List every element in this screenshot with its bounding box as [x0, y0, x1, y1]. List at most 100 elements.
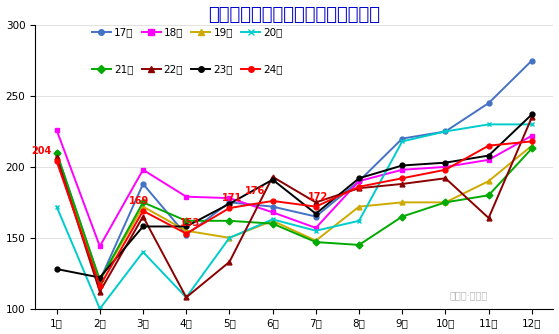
24年: [269, 199, 276, 203]
22年: [226, 260, 233, 264]
22年: [183, 295, 190, 299]
22年: [53, 155, 60, 159]
Line: 24年: 24年: [54, 139, 534, 289]
17年: [312, 214, 319, 218]
24年: [97, 284, 103, 288]
20年: [528, 122, 535, 126]
19年: [485, 179, 492, 183]
21年: [53, 151, 60, 155]
17年: [140, 182, 146, 186]
24年: [442, 168, 449, 172]
23年: [356, 176, 362, 180]
24年: [183, 231, 190, 235]
17年: [399, 137, 406, 141]
17年: [226, 200, 233, 204]
19年: [226, 236, 233, 240]
19年: [53, 155, 60, 159]
23年: [53, 267, 60, 271]
19年: [183, 229, 190, 233]
24年: [399, 176, 406, 180]
17年: [442, 130, 449, 134]
20年: [226, 236, 233, 240]
19年: [442, 200, 449, 204]
Line: 18年: 18年: [54, 128, 534, 249]
23年: [399, 164, 406, 168]
18年: [442, 165, 449, 169]
22年: [356, 186, 362, 190]
21年: [269, 222, 276, 226]
24年: [53, 159, 60, 163]
20年: [442, 130, 449, 134]
21年: [442, 200, 449, 204]
18年: [399, 168, 406, 172]
22年: [485, 216, 492, 220]
24年: [356, 185, 362, 189]
21年: [312, 240, 319, 244]
Text: 公众号·崔东树: 公众号·崔东树: [450, 290, 488, 300]
Line: 23年: 23年: [54, 112, 534, 280]
20年: [356, 219, 362, 223]
17年: [528, 58, 535, 62]
21年: [97, 278, 103, 282]
20年: [485, 122, 492, 126]
18年: [226, 196, 233, 200]
19年: [399, 200, 406, 204]
18年: [312, 226, 319, 230]
17年: [269, 205, 276, 209]
Title: 乘联会狭义乘用车国内月度零售走势: 乘联会狭义乘用车国内月度零售走势: [209, 6, 380, 24]
24年: [528, 139, 535, 143]
21年: [183, 219, 190, 223]
23年: [183, 224, 190, 228]
18年: [528, 134, 535, 138]
19年: [528, 144, 535, 148]
22年: [140, 214, 146, 218]
20年: [312, 229, 319, 233]
23年: [140, 224, 146, 228]
17年: [356, 179, 362, 183]
23年: [226, 202, 233, 206]
24年: [312, 205, 319, 209]
21年: [528, 147, 535, 151]
21年: [485, 193, 492, 197]
19年: [97, 278, 103, 282]
21年: [226, 219, 233, 223]
Line: 19年: 19年: [54, 143, 534, 283]
24年: [485, 144, 492, 148]
17年: [485, 101, 492, 105]
22年: [399, 182, 406, 186]
22年: [312, 200, 319, 204]
20年: [269, 217, 276, 221]
23年: [97, 276, 103, 280]
Line: 17年: 17年: [54, 58, 534, 283]
Legend: 21年, 22年, 23年, 24年: 21年, 22年, 23年, 24年: [92, 64, 283, 74]
19年: [140, 205, 146, 209]
23年: [312, 212, 319, 216]
23年: [442, 161, 449, 165]
Text: 176: 176: [245, 186, 266, 196]
18年: [53, 128, 60, 132]
20年: [140, 250, 146, 254]
Line: 21年: 21年: [54, 146, 534, 283]
17年: [97, 278, 103, 282]
22年: [97, 290, 103, 294]
18年: [356, 179, 362, 183]
20年: [97, 307, 103, 311]
20年: [183, 295, 190, 299]
21年: [399, 214, 406, 218]
Text: 204: 204: [31, 146, 51, 156]
20年: [53, 205, 60, 209]
22年: [442, 176, 449, 180]
19年: [312, 239, 319, 243]
17年: [183, 233, 190, 237]
18年: [97, 244, 103, 248]
20年: [399, 139, 406, 143]
21年: [356, 243, 362, 247]
Text: 172: 172: [308, 191, 328, 201]
23年: [269, 178, 276, 182]
23年: [485, 154, 492, 158]
Text: 171: 171: [221, 193, 241, 203]
24年: [140, 209, 146, 213]
24年: [226, 206, 233, 210]
Text: 153: 153: [181, 218, 201, 228]
Line: 22年: 22年: [54, 115, 534, 300]
